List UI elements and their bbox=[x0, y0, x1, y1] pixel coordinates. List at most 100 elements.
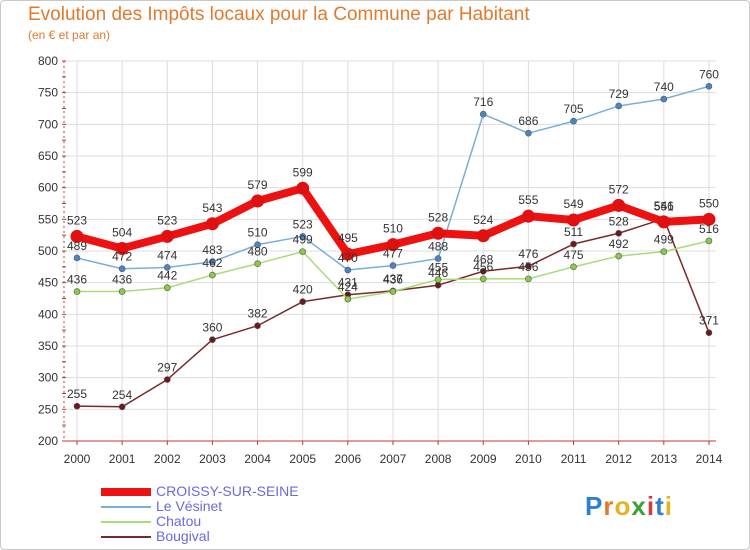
x-tick-label-2014: 2014 bbox=[696, 452, 723, 466]
data-point-croissy-sur-seine bbox=[521, 209, 535, 223]
legend-swatch-le-vesinet bbox=[101, 506, 151, 508]
data-point-le-v-sinet bbox=[570, 117, 577, 125]
legend-swatch-bougival bbox=[101, 536, 151, 538]
x-tick-label-2008: 2008 bbox=[425, 452, 452, 466]
data-label-chatou: 475 bbox=[564, 248, 584, 262]
data-label-chatou: 499 bbox=[293, 233, 313, 247]
data-label-bougival: 528 bbox=[609, 214, 629, 228]
data-point-croissy-sur-seine bbox=[702, 212, 716, 226]
data-label-le-v-sinet: 477 bbox=[383, 247, 403, 261]
data-point-croissy-sur-seine bbox=[205, 217, 219, 231]
data-point-bougival bbox=[118, 403, 126, 411]
data-label-bougival: 297 bbox=[157, 361, 177, 375]
data-point-chatou bbox=[705, 237, 713, 245]
data-point-chatou bbox=[389, 288, 397, 295]
data-label-croissy-sur-seine: 510 bbox=[383, 222, 403, 236]
legend-label-le-vesinet: Le Vésinet bbox=[156, 498, 223, 514]
data-label-chatou: 492 bbox=[609, 237, 629, 251]
data-point-croissy-sur-seine bbox=[657, 215, 671, 229]
legend-swatch-chatou bbox=[101, 521, 151, 523]
data-label-le-v-sinet: 510 bbox=[248, 226, 268, 240]
data-label-croissy-sur-seine: 524 bbox=[473, 213, 493, 227]
data-point-croissy-sur-seine bbox=[70, 229, 84, 243]
data-label-bougival: 420 bbox=[293, 283, 313, 297]
data-label-chatou: 436 bbox=[383, 273, 403, 287]
data-point-bougival bbox=[73, 402, 81, 410]
data-point-chatou bbox=[344, 295, 352, 303]
data-label-bougival: 360 bbox=[202, 321, 222, 335]
data-label-chatou: 456 bbox=[473, 260, 493, 274]
legend-label-croissy: CROISSY-SUR-SEINE bbox=[156, 483, 299, 499]
data-point-le-v-sinet bbox=[299, 233, 307, 240]
x-tick-label-2001: 2001 bbox=[109, 452, 136, 466]
data-point-croissy-sur-seine bbox=[431, 226, 445, 240]
chart-subtitle: (en € et par an) bbox=[28, 28, 111, 42]
data-label-bougival: 468 bbox=[473, 252, 493, 266]
data-point-bougival bbox=[209, 336, 216, 343]
data-point-le-v-sinet bbox=[479, 110, 487, 118]
data-point-chatou bbox=[434, 276, 442, 283]
data-point-chatou bbox=[254, 260, 261, 267]
data-point-bougival bbox=[434, 281, 442, 289]
data-label-bougival: 255 bbox=[67, 387, 87, 401]
data-point-croissy-sur-seine bbox=[567, 213, 581, 227]
data-point-le-v-sinet bbox=[209, 258, 216, 266]
data-point-croissy-sur-seine bbox=[251, 194, 265, 208]
data-label-bougival: 431 bbox=[338, 276, 358, 290]
proxiti-logo: Proxiti bbox=[585, 491, 673, 521]
data-label-chatou: 499 bbox=[654, 233, 674, 247]
data-label-bougival: 476 bbox=[518, 247, 538, 261]
data-point-chatou bbox=[660, 248, 668, 255]
data-label-croissy-sur-seine: 546 bbox=[654, 199, 674, 213]
x-tick-label-2010: 2010 bbox=[515, 452, 542, 466]
data-label-bougival: 446 bbox=[428, 266, 448, 280]
x-tick-label-2004: 2004 bbox=[244, 452, 271, 466]
data-label-le-v-sinet: 472 bbox=[112, 250, 132, 264]
y-tick-label-450: 450 bbox=[38, 276, 58, 290]
data-label-le-v-sinet: 686 bbox=[518, 114, 538, 128]
data-point-bougival bbox=[525, 262, 532, 270]
data-label-le-v-sinet: 474 bbox=[157, 248, 177, 262]
data-point-bougival bbox=[570, 240, 577, 248]
data-label-bougival: 254 bbox=[112, 388, 132, 402]
data-point-chatou bbox=[615, 252, 622, 260]
data-label-chatou: 480 bbox=[248, 245, 268, 259]
data-point-croissy-sur-seine bbox=[476, 229, 490, 243]
data-point-chatou bbox=[118, 288, 126, 295]
data-point-le-v-sinet bbox=[615, 102, 622, 110]
data-point-le-v-sinet bbox=[434, 255, 442, 262]
data-label-bougival: 371 bbox=[699, 314, 719, 328]
data-label-le-v-sinet: 760 bbox=[699, 67, 719, 81]
data-label-le-v-sinet: 740 bbox=[654, 80, 674, 94]
data-label-croissy-sur-seine: 549 bbox=[564, 197, 584, 211]
data-point-chatou bbox=[163, 284, 171, 292]
x-tick-label-2003: 2003 bbox=[199, 452, 226, 466]
x-tick-label-2002: 2002 bbox=[154, 452, 181, 466]
y-tick-label-700: 700 bbox=[38, 117, 58, 131]
data-label-chatou: 424 bbox=[338, 280, 358, 294]
data-label-le-v-sinet: 523 bbox=[293, 217, 313, 231]
x-tick-label-2009: 2009 bbox=[470, 452, 497, 466]
data-point-croissy-sur-seine bbox=[612, 198, 626, 212]
data-label-chatou: 436 bbox=[67, 273, 87, 287]
chart-title: Evolution des Impôts locaux pour la Comm… bbox=[28, 4, 530, 25]
y-tick-label-300: 300 bbox=[38, 371, 58, 385]
y-tick-label-200: 200 bbox=[38, 434, 58, 448]
data-point-croissy-sur-seine bbox=[341, 247, 355, 261]
data-label-bougival: 437 bbox=[383, 272, 403, 286]
data-point-croissy-sur-seine bbox=[160, 229, 174, 243]
data-point-chatou bbox=[209, 271, 216, 279]
data-label-croissy-sur-seine: 523 bbox=[67, 213, 87, 227]
data-point-le-v-sinet bbox=[389, 262, 397, 269]
data-point-chatou bbox=[525, 275, 532, 283]
data-point-bougival bbox=[705, 329, 713, 337]
data-point-le-v-sinet bbox=[163, 264, 171, 271]
data-point-chatou bbox=[299, 248, 307, 255]
data-label-croissy-sur-seine: 555 bbox=[518, 193, 538, 207]
data-label-croissy-sur-seine: 528 bbox=[428, 210, 448, 224]
data-label-chatou: 462 bbox=[202, 256, 222, 270]
data-point-le-v-sinet bbox=[525, 129, 532, 137]
data-label-le-v-sinet: 489 bbox=[67, 239, 87, 253]
y-tick-label-650: 650 bbox=[38, 149, 58, 163]
